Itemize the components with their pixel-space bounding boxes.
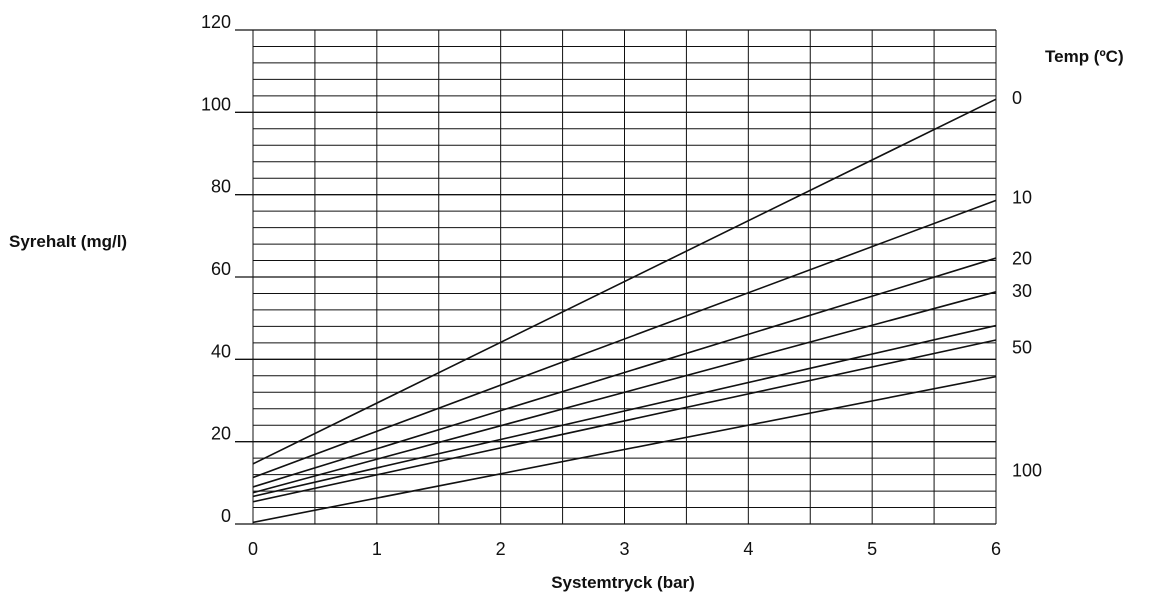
x-tick-label: 2 [496,539,506,559]
series-line-30 [252,291,997,494]
temperature-label: 50 [1012,338,1032,358]
y-tick-label: 40 [211,341,231,361]
y-tick-label: 80 [211,177,231,197]
temperature-label: 10 [1012,187,1032,207]
series-line-50 [252,339,997,503]
temperature-legend-title: Temp (ºC) [1045,47,1124,66]
series-line-100 [252,375,997,524]
series-line-20 [252,257,997,488]
y-tick-labels: 0 20 40 60 80 100 120 [201,12,231,526]
temperature-label: 0 [1012,88,1022,108]
x-tick-label: 3 [619,539,629,559]
y-tick-label: 0 [221,506,231,526]
x-tick-labels: 0 1 2 3 4 5 6 [248,539,1001,559]
series-line-unlabeled [252,324,997,498]
x-axis-title: Systemtryck (bar) [551,573,695,592]
grid [235,29,997,525]
x-tick-label: 1 [372,539,382,559]
temperature-label: 20 [1012,248,1032,268]
series-line-0 [252,98,997,465]
y-axis-title: Syrehalt (mg/l) [9,232,127,251]
y-tick-label: 100 [201,94,231,114]
x-tick-label: 6 [991,539,1001,559]
series-lines [252,98,997,524]
y-tick-label: 120 [201,12,231,32]
x-tick-label: 0 [248,539,258,559]
y-tick-label: 20 [211,424,231,444]
series-line-10 [252,199,997,479]
temperature-label: 100 [1012,461,1042,481]
x-tick-label: 5 [867,539,877,559]
x-tick-label: 4 [743,539,753,559]
y-tick-label: 60 [211,259,231,279]
temperature-labels: 0 10 20 30 50 100 [1012,88,1042,481]
temperature-label: 30 [1012,281,1032,301]
